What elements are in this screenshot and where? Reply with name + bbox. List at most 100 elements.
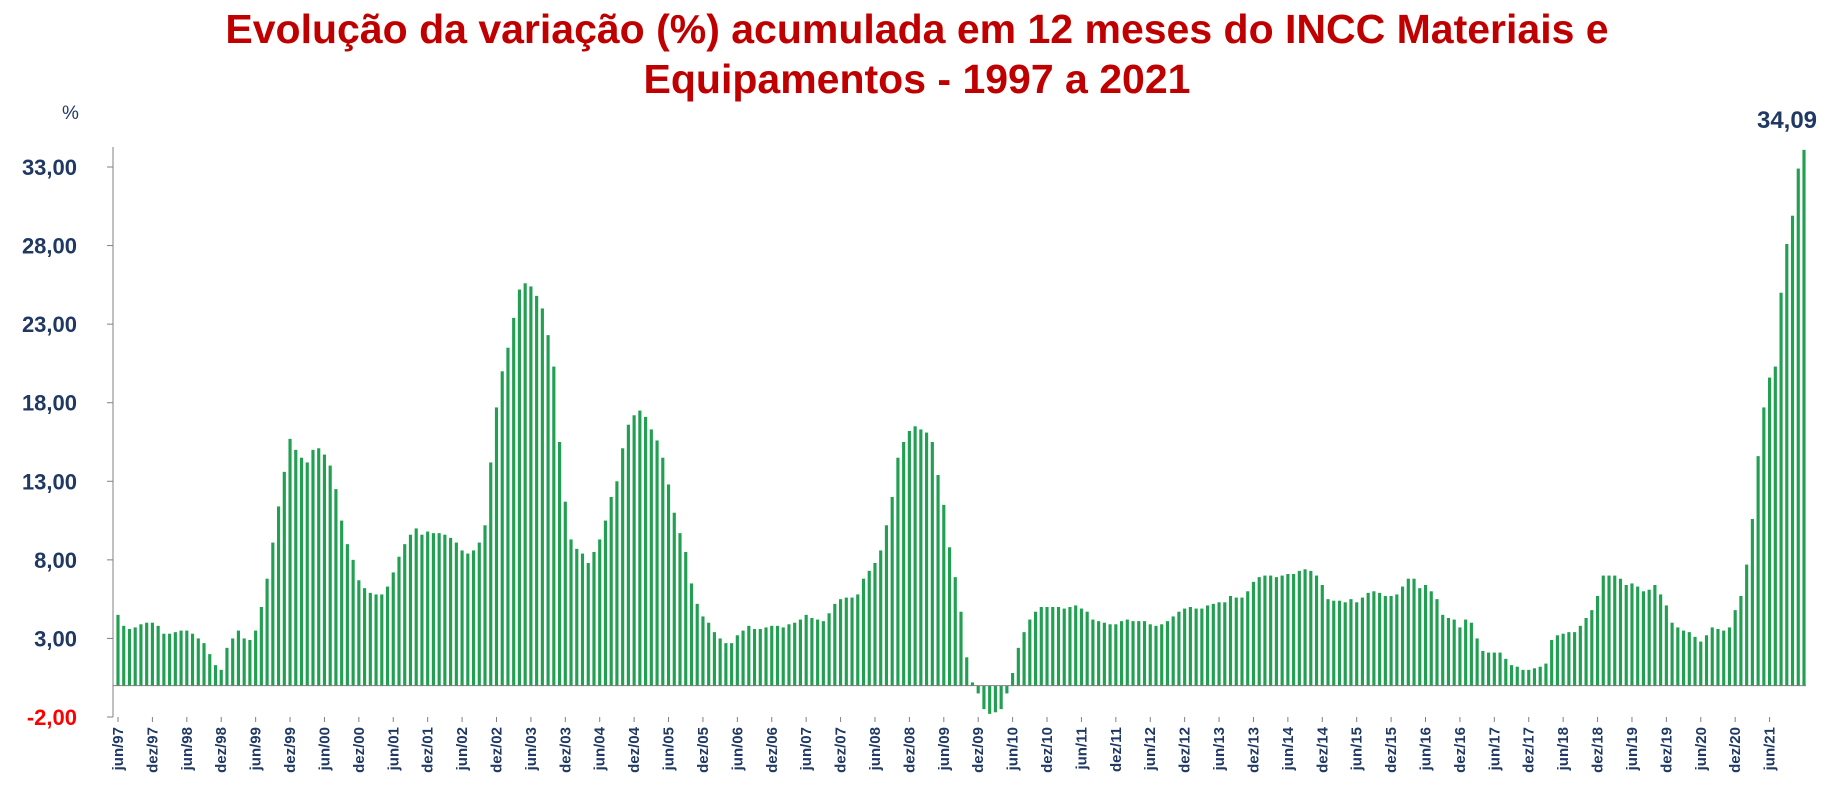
bar xyxy=(1108,624,1112,686)
bar xyxy=(810,618,814,686)
bar xyxy=(1160,624,1164,686)
bar xyxy=(185,630,189,686)
bar xyxy=(1131,621,1135,686)
bar xyxy=(1722,630,1726,686)
bar xyxy=(701,616,705,686)
bar xyxy=(1056,607,1061,686)
bar xyxy=(1641,591,1645,686)
bar xyxy=(925,432,929,686)
bar xyxy=(1653,585,1657,686)
bar xyxy=(403,544,407,686)
bar xyxy=(156,625,160,686)
y-tick-label: -2,00 xyxy=(27,705,77,730)
bar xyxy=(678,533,682,686)
bar xyxy=(271,542,275,686)
bar xyxy=(414,528,418,686)
bar xyxy=(1200,608,1204,686)
bar xyxy=(873,563,877,686)
bar xyxy=(735,635,739,686)
bar xyxy=(1091,619,1095,686)
bar xyxy=(638,410,642,686)
bar xyxy=(615,481,619,686)
bar xyxy=(173,632,177,686)
bar xyxy=(580,553,585,686)
bar xyxy=(1303,569,1307,686)
x-tick-label: dez/02 xyxy=(488,727,505,773)
bar xyxy=(644,416,648,686)
bar xyxy=(747,625,751,686)
bar xyxy=(408,534,413,686)
bar xyxy=(1699,641,1703,686)
bar xyxy=(976,685,980,694)
bar xyxy=(741,630,745,686)
bar xyxy=(397,556,401,686)
bar xyxy=(1228,596,1233,686)
bar xyxy=(1773,366,1777,686)
bar xyxy=(512,317,516,686)
bar xyxy=(919,429,923,686)
bar xyxy=(1590,610,1594,686)
bar xyxy=(357,580,361,686)
bar xyxy=(1016,647,1020,686)
bar xyxy=(752,629,757,686)
bar xyxy=(162,633,166,686)
bar xyxy=(500,371,504,686)
x-tick-label: dez/20 xyxy=(1727,727,1744,773)
bar xyxy=(529,286,533,686)
bar xyxy=(368,592,372,686)
bar xyxy=(1378,592,1382,686)
y-tick-label: 23,00 xyxy=(22,312,77,337)
bar xyxy=(1532,668,1537,686)
x-tick-label: jun/02 xyxy=(454,727,471,771)
x-tick-label: jun/00 xyxy=(316,727,333,771)
bar xyxy=(1664,605,1668,686)
bar xyxy=(265,578,269,686)
bar xyxy=(1292,574,1296,686)
bar xyxy=(127,629,132,686)
bar xyxy=(1079,608,1083,686)
bar xyxy=(1389,596,1393,686)
x-tick-label: jun/21 xyxy=(1762,727,1779,771)
bar xyxy=(1779,292,1783,686)
bar xyxy=(890,497,894,686)
bar xyxy=(575,548,579,686)
bar xyxy=(145,622,149,686)
bar xyxy=(1085,611,1089,686)
x-tick-label: jun/06 xyxy=(729,727,746,771)
bar xyxy=(758,629,762,686)
bar xyxy=(1188,607,1192,686)
bar xyxy=(466,553,470,686)
axes-group xyxy=(112,147,1806,717)
bar xyxy=(1372,591,1376,686)
bar xyxy=(1068,607,1072,686)
bar xyxy=(219,669,223,686)
bar xyxy=(1022,632,1026,686)
x-tick-label: dez/11 xyxy=(1108,727,1125,772)
bar xyxy=(896,457,900,686)
y-tick-label: 3,00 xyxy=(34,626,77,651)
bar xyxy=(1573,632,1577,686)
bar xyxy=(1183,608,1187,686)
x-tick-label: dez/03 xyxy=(557,727,574,773)
bar xyxy=(833,603,837,686)
bar xyxy=(1148,624,1152,686)
y-tick-label: 28,00 xyxy=(22,234,77,259)
bar xyxy=(1119,621,1124,686)
bar xyxy=(1102,622,1106,686)
bar xyxy=(563,501,567,686)
bar xyxy=(259,607,263,686)
bar xyxy=(276,506,281,686)
bar xyxy=(1171,616,1175,686)
bar xyxy=(879,550,883,686)
bar xyxy=(867,570,871,686)
x-tick-label: jun/01 xyxy=(385,727,402,771)
bar xyxy=(1412,578,1416,686)
bar xyxy=(196,638,200,686)
bar xyxy=(603,520,608,686)
bar xyxy=(1033,611,1038,686)
bar xyxy=(282,471,286,686)
x-tick-label: dez/06 xyxy=(764,727,781,773)
x-tick-label: jun/13 xyxy=(1211,727,1228,771)
bar xyxy=(449,537,453,686)
